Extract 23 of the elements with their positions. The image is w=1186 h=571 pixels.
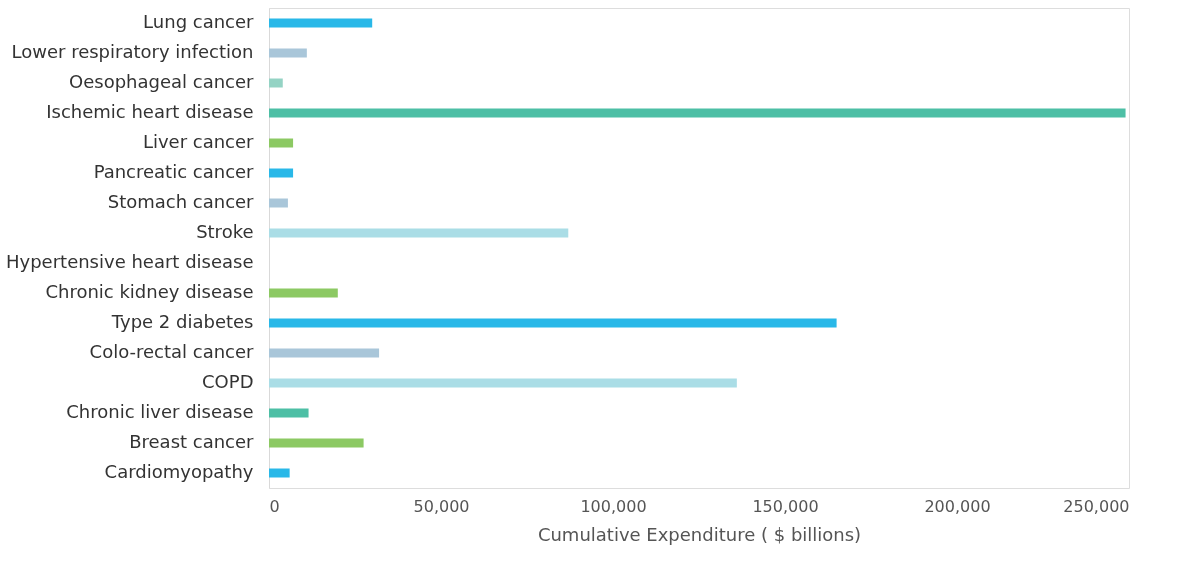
y-tick-label: Chronic liver disease	[66, 401, 254, 422]
y-tick-label: Lung cancer	[143, 11, 255, 32]
y-tick-label: Breast cancer	[129, 431, 255, 452]
x-tick-label: 0	[269, 496, 280, 516]
x-tick-label: 200,000	[924, 496, 991, 516]
y-tick-label: Lower respiratory infection	[11, 41, 254, 62]
y-tick-label: Stomach cancer	[107, 191, 255, 212]
x-tick-label: 250,000	[1063, 496, 1130, 516]
y-tick-label: Type 2 diabetes	[110, 311, 254, 332]
y-tick-label: Cardiomyopathy	[104, 461, 254, 482]
y-tick-label: Hypertensive heart disease	[5, 251, 254, 272]
x-tick-label: 50,000	[413, 496, 470, 516]
x-tick-label: 100,000	[580, 496, 647, 516]
y-tick-label: Colo-rectal cancer	[89, 341, 255, 362]
y-tick-label: Ischemic heart disease	[46, 101, 254, 122]
x-axis-title: Cumulative Expenditure ( $ billions)	[537, 523, 862, 545]
y-tick-label: Liver cancer	[142, 131, 255, 152]
y-tick-label: Pancreatic cancer	[93, 161, 255, 182]
y-tick-label: COPD	[202, 371, 254, 392]
y-tick-label: Stroke	[196, 221, 254, 242]
y-tick-label: Oesophageal cancer	[69, 71, 255, 92]
y-tick-label: Chronic kidney disease	[45, 281, 254, 302]
x-tick-label: 150,000	[752, 496, 819, 516]
